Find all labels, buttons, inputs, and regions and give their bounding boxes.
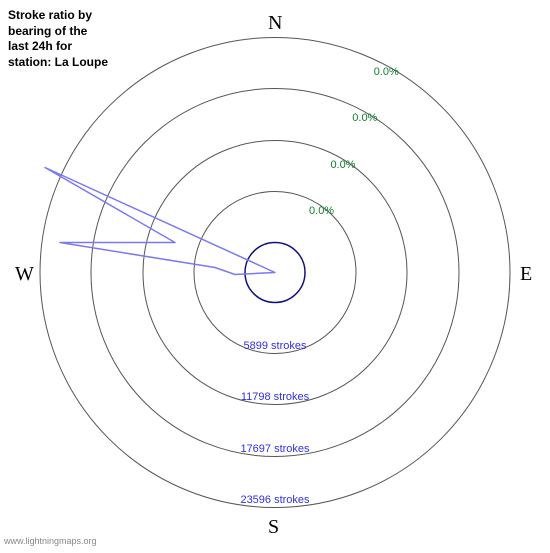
cardinal-s: S [268,516,279,539]
rose-polygon [45,168,275,275]
ring-label-bottom-3: 23596 strokes [240,494,309,506]
ring-label-bottom-0: 5899 strokes [244,340,307,352]
ring-label-bottom-2: 17697 strokes [240,443,309,455]
ring-label-top-2: 0.0% [352,112,377,124]
ring-label-top-1: 0.0% [330,159,355,171]
cardinal-e: E [520,263,532,286]
cardinal-n: N [268,12,282,35]
ring-label-top-3: 0.0% [374,66,399,78]
cardinal-w: W [15,263,34,286]
ring-label-top-0: 0.0% [309,205,334,217]
ring-label-bottom-1: 11798 strokes [241,391,309,403]
footer-credit: www.lightningmaps.org [4,536,97,546]
polar-chart [0,0,550,553]
